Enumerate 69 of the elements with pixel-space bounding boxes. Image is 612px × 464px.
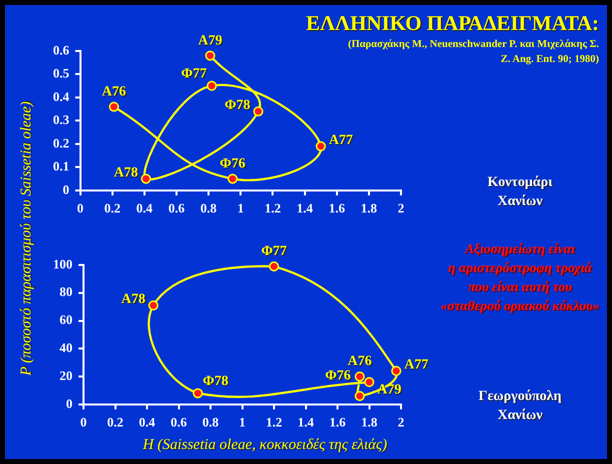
annotation: Α78 [121, 292, 146, 308]
text: (Παρασχάκης Μ., Neuenschwander P. και Μιχελάκης Σ. Z. Ang. Ent. 90; 1980) [348, 38, 599, 67]
x-tick-label: 1.4 [298, 414, 314, 430]
annotation: Α76 [102, 85, 127, 100]
annotation: Φ76 [325, 368, 351, 384]
y-tick-label: 0.6 [53, 42, 70, 58]
x-tick-label: 0.6 [170, 414, 188, 430]
annotation: Φ77 [262, 245, 288, 260]
y-tick-label: 60 [60, 312, 72, 328]
text: Αξιοσημείωτη είναι η αριστερόστροφη τροχιά που είναι αυτή του «σταθερού οριακού κύκλου» [439, 240, 601, 315]
point [268, 261, 280, 272]
annotation: Φ78 [202, 374, 228, 389]
y-tick-label: 0.4 [53, 88, 70, 104]
point [391, 366, 402, 376]
x-tick-label: 0.4 [136, 200, 154, 216]
text: ΕΛΛΗΝΙΚΟ ΠΑΡΑΔΕΙΓΜΑΤΑ: [306, 11, 599, 36]
x-tick-label: 0.8 [200, 200, 218, 216]
y-tick-label: 0.1 [53, 158, 70, 174]
y-tick-label: 40 [60, 340, 72, 355]
point [354, 390, 365, 402]
x-tick-label: 0.4 [138, 414, 156, 430]
x-tick-label: 1.8 [360, 200, 378, 216]
y-tick-label: 0.3 [53, 112, 70, 128]
y-tick-label: 0.2 [53, 135, 70, 150]
point [148, 300, 158, 310]
point [354, 371, 365, 382]
point [140, 174, 152, 184]
annotation: Α77 [404, 358, 428, 373]
point [108, 102, 119, 112]
point [364, 377, 374, 388]
x-tick-label: 1.8 [361, 414, 378, 430]
y-tick-label: 0.5 [53, 66, 70, 81]
annotation: Φ76 [220, 157, 246, 172]
point [192, 388, 203, 398]
x-tick-label: 1.2 [264, 200, 281, 216]
point [228, 174, 238, 184]
point [316, 141, 326, 152]
x-tick-label: 1 [237, 200, 244, 216]
x-tick-label: 1 [239, 414, 246, 430]
y-axis-title: P (ποσοστό παρασιτισμού του Saissetia oleae) [18, 100, 36, 378]
x-tick-label: 0.2 [107, 414, 124, 430]
annotation: Φ77 [182, 67, 208, 82]
text: Γεωργούπολη Χανίων [478, 388, 562, 425]
annotation: Α79 [199, 34, 224, 50]
point [206, 80, 217, 91]
x-tick-label: 0.6 [168, 200, 186, 216]
annotation: Α76 [348, 355, 373, 370]
x-tick-label: 2 [398, 414, 404, 430]
y-tick-label: 0 [66, 396, 72, 411]
x-tick-label: 2 [398, 200, 404, 216]
y-tick-label: 100 [53, 256, 72, 272]
x-tick-label: 0.8 [202, 414, 220, 430]
x-tick-label: 0.2 [104, 200, 120, 216]
y-tick-label: 80 [60, 284, 72, 300]
x-tick-label: 1.2 [266, 414, 282, 430]
annotation: Α78 [114, 166, 140, 182]
x-tick-label: 0 [80, 414, 87, 430]
text: Κοντομάρι Χανίων [486, 174, 554, 211]
x-tick-label: 0 [77, 200, 84, 216]
point [253, 106, 264, 116]
x-tick-label: 1.4 [296, 200, 314, 216]
x-tick-label: 1.6 [328, 200, 346, 216]
y-tick-label: 20 [60, 368, 72, 383]
annotation: Α77 [328, 132, 353, 148]
x-tick-label: 1.6 [329, 414, 346, 430]
annotation: Φ78 [226, 99, 252, 114]
y-tick-label: 0 [62, 182, 70, 197]
point [205, 50, 216, 61]
x-axis-title: H (Saissetia oleae, κοκκοειδές της ελιάς) [142, 437, 388, 454]
